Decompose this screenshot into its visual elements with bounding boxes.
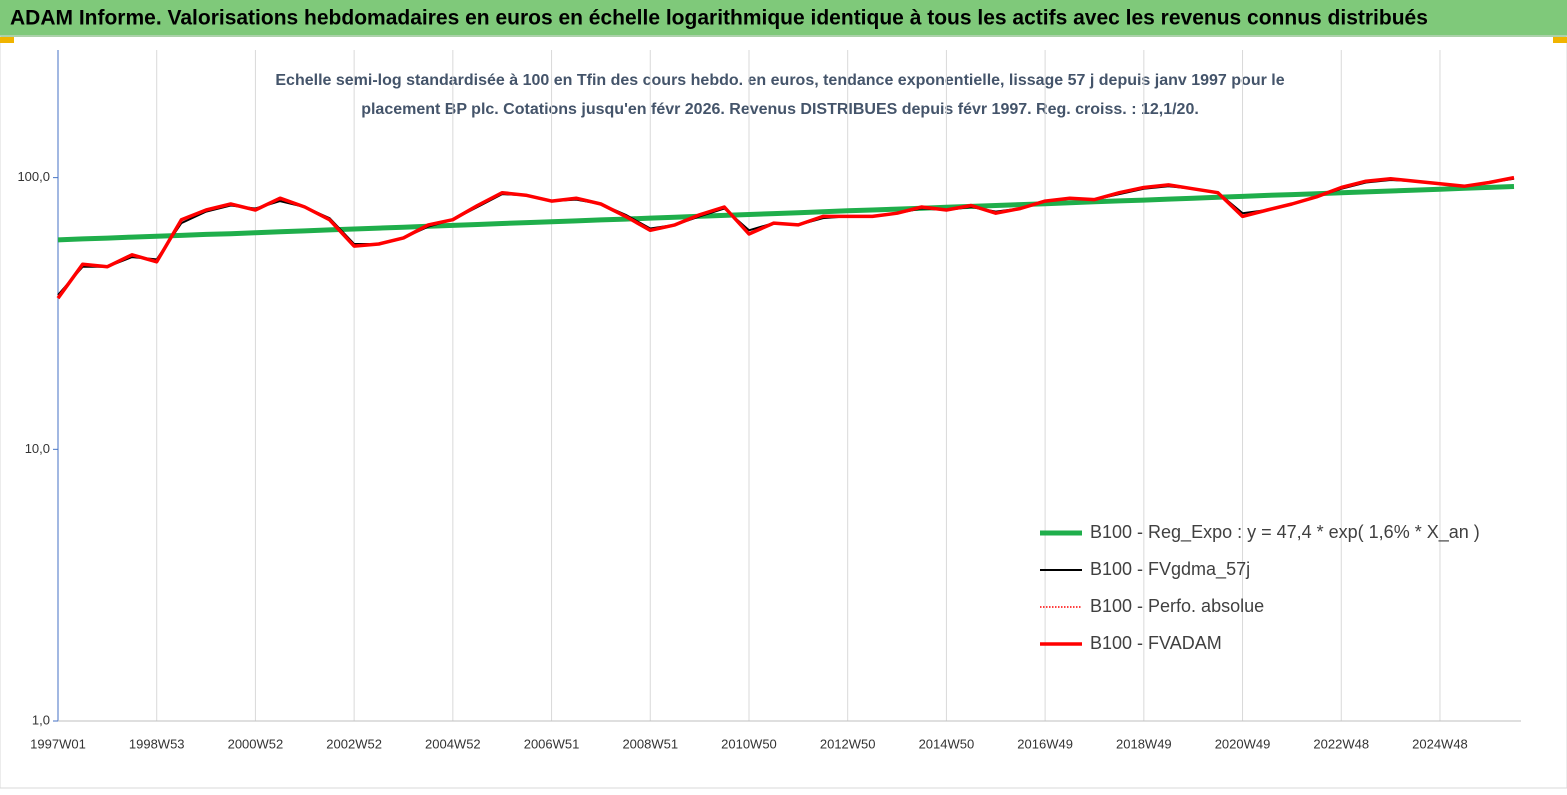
- x-tick-label: 2010W50: [721, 736, 777, 751]
- legend-label: B100 - Reg_Expo : y = 47,4 * exp( 1,6% *…: [1090, 522, 1480, 543]
- x-tick-label: 2018W49: [1116, 736, 1172, 751]
- legend-label: B100 - Perfo. absolue: [1090, 596, 1264, 616]
- chart-title: ADAM Informe. Valorisations hebdomadaire…: [10, 7, 1428, 30]
- x-tick-label: 1997W01: [30, 736, 86, 751]
- y-tick-label: 10,0: [25, 441, 50, 456]
- x-tick-label: 2020W49: [1215, 736, 1271, 751]
- series-line: [57, 184, 1515, 243]
- x-tick-label: 2008W51: [622, 736, 678, 751]
- x-tick-label: 2012W50: [820, 736, 876, 751]
- corner: [0, 37, 14, 43]
- frame: [0, 35, 1567, 789]
- y-tick-label: 100,0: [17, 169, 50, 184]
- series-line: [56, 175, 1515, 300]
- chart-subtitle: Echelle semi-log standardisée à 100 en T…: [275, 72, 1284, 89]
- corner: [1553, 37, 1567, 43]
- x-tick-label: 2000W52: [228, 736, 284, 751]
- x-tick-label: 2016W49: [1017, 736, 1073, 751]
- legend-label: B100 - FVADAM: [1090, 633, 1222, 653]
- x-tick-label: 2022W48: [1313, 736, 1369, 751]
- x-tick-label: 2006W51: [524, 736, 580, 751]
- x-tick-label: 2002W52: [326, 736, 382, 751]
- x-tick-label: 1998W53: [129, 736, 185, 751]
- x-tick-label: 2004W52: [425, 736, 481, 751]
- legend-label: B100 - FVgdma_57j: [1090, 559, 1250, 580]
- x-tick-label: 2014W50: [919, 736, 975, 751]
- x-tick-label: 2024W48: [1412, 736, 1468, 751]
- chart-subtitle: placement BP plc. Cotations jusqu'en fév…: [361, 101, 1199, 118]
- header-bar: [0, 0, 1567, 37]
- y-tick-label: 1,0: [32, 712, 50, 727]
